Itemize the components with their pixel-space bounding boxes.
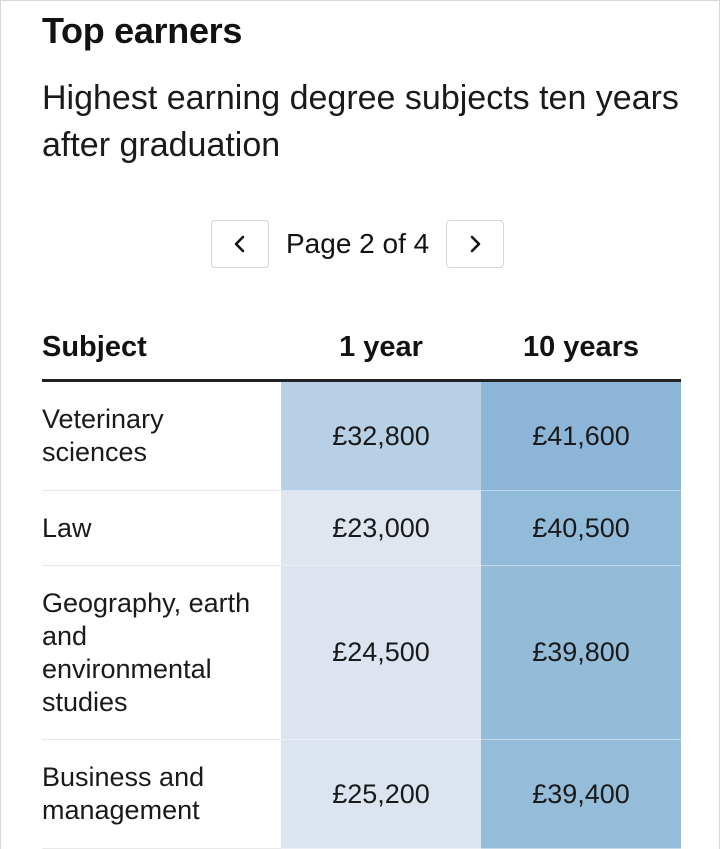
one-year-cell: £25,200 [281, 740, 481, 849]
chevron-left-icon [234, 235, 245, 253]
column-header-1-year[interactable]: 1 year [339, 331, 423, 363]
subject-cell: Law [42, 491, 281, 566]
subject-cell: Geography, earth and environmental studi… [42, 566, 281, 740]
subject-cell: Business and management [42, 740, 281, 849]
table-row: Business and management £25,200 £39,400 [42, 740, 681, 849]
subject-cell: Veterinary sciences [42, 382, 281, 491]
table-row: Law £23,000 £40,500 [42, 491, 681, 566]
ten-years-cell: £39,400 [481, 740, 681, 849]
table-header: Subject 1 year 10 years [42, 317, 681, 382]
table-row: Geography, earth and environmental studi… [42, 566, 681, 740]
page-title: Top earners [42, 10, 243, 51]
ten-years-cell: £39,800 [481, 566, 681, 740]
ten-years-cell: £40,500 [481, 491, 681, 566]
one-year-cell: £24,500 [281, 566, 481, 740]
page-indicator: Page 2 of 4 [286, 228, 430, 259]
previous-page-button[interactable] [211, 220, 269, 268]
page-subtitle: Highest earning degree subjects ten year… [42, 79, 679, 164]
next-page-button[interactable] [446, 220, 505, 268]
table-row: Veterinary sciences £32,800 £41,600 [42, 382, 681, 491]
chevron-right-icon [470, 235, 481, 253]
one-year-cell: £23,000 [281, 491, 481, 566]
one-year-cell: £32,800 [281, 382, 481, 491]
earnings-table: Subject 1 year 10 years Veterinary scien… [42, 317, 681, 849]
ten-years-cell: £41,600 [481, 382, 681, 491]
column-header-subject[interactable]: Subject [42, 331, 147, 363]
pagination: Page 2 of 4 [211, 219, 505, 269]
column-header-10-years[interactable]: 10 years [522, 331, 640, 363]
